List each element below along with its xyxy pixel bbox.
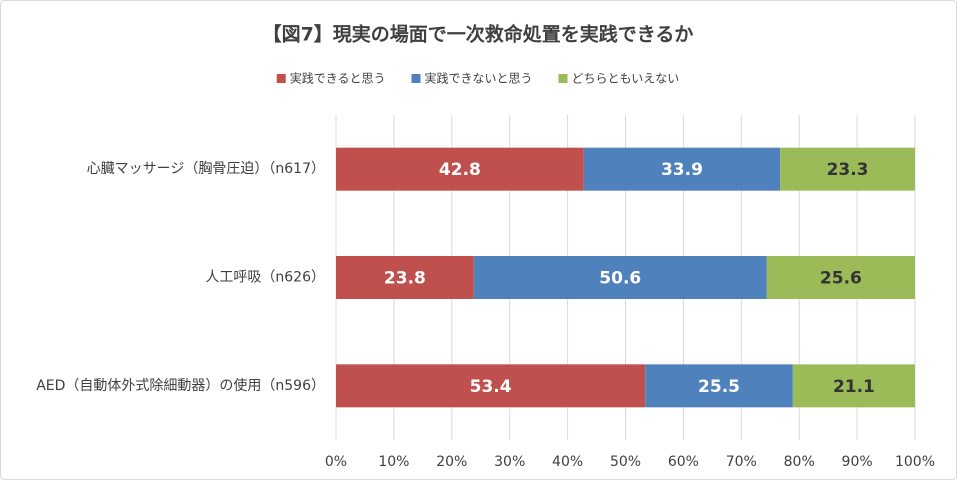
value-label: 50.6 <box>599 269 641 289</box>
bar-segment <box>766 256 915 299</box>
value-label: 53.4 <box>470 377 512 397</box>
value-label: 42.8 <box>439 160 481 180</box>
x-tick-label: 0% <box>325 454 347 470</box>
bar-segment <box>473 256 767 299</box>
bar-segment <box>336 256 474 299</box>
bar-segment <box>336 147 584 191</box>
value-label: 23.3 <box>827 160 869 180</box>
legend-label: 実践できないと思う <box>424 71 532 86</box>
x-tick-label: 80% <box>784 454 815 470</box>
x-tick-label: 10% <box>378 454 409 470</box>
bar-segment <box>583 147 781 191</box>
bar-segment <box>792 364 915 408</box>
legend-swatch <box>276 74 286 83</box>
x-tick-label: 60% <box>668 454 699 470</box>
value-label: 25.5 <box>698 377 740 397</box>
bar-segment <box>336 364 646 408</box>
value-label: 33.9 <box>661 160 703 180</box>
y-tick-label: AED（自動体外式除細動器）の使用（n596） <box>36 377 325 394</box>
legend-label: どちらともいえない <box>572 72 680 86</box>
chart-title: 【図7】現実の場面で一次救命処置を実践できるか <box>263 23 694 46</box>
x-tick-label: 50% <box>610 454 641 470</box>
legend-label: 実践できると思う <box>290 71 386 86</box>
x-tick-label: 90% <box>842 454 873 470</box>
x-tick-label: 100% <box>895 454 935 470</box>
x-tick-label: 30% <box>494 454 525 470</box>
bar-segment <box>780 147 915 191</box>
legend-swatch <box>558 74 568 83</box>
x-tick-label: 40% <box>552 454 583 470</box>
y-tick-label: 心臓マッサージ（胸骨圧迫）（n617） <box>87 161 325 177</box>
y-tick-label: 人工呼吸（n626） <box>205 270 325 286</box>
x-tick-label: 70% <box>726 454 757 470</box>
value-label: 21.1 <box>833 377 875 397</box>
legend-swatch <box>411 74 421 83</box>
x-tick-label: 20% <box>436 454 467 470</box>
bar-segment <box>645 364 793 408</box>
value-label: 23.8 <box>384 269 426 289</box>
value-label: 25.6 <box>820 269 862 289</box>
